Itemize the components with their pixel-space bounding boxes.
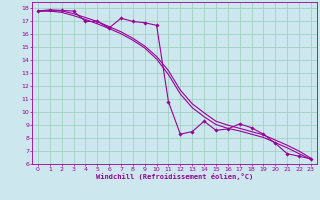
X-axis label: Windchill (Refroidissement éolien,°C): Windchill (Refroidissement éolien,°C)	[96, 173, 253, 180]
